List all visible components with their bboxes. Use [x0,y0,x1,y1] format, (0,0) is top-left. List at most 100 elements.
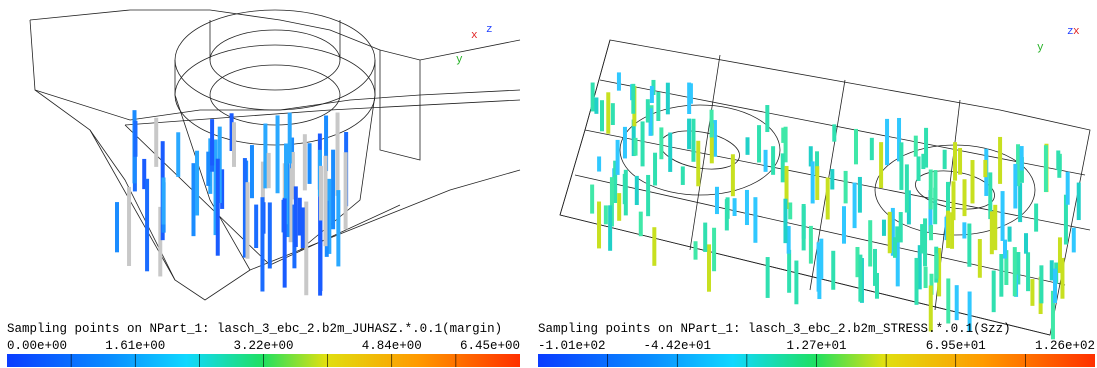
sample-column [817,268,821,299]
sample-column [250,145,254,198]
caption: Sampling points on NPart_1: lasch_3_ebc_… [538,322,1011,336]
sample-column [999,254,1003,297]
sample-column [232,122,236,167]
sample-column [288,113,292,164]
left-wireframe [30,10,520,300]
sample-column [191,163,195,236]
sample-column [681,166,685,185]
sample-column [809,226,813,264]
sample-column [689,83,693,103]
sample-column [943,150,947,169]
sample-column [303,134,307,190]
sample-column [781,128,785,143]
sample-column [830,169,834,189]
sample-column [1056,150,1060,170]
sample-column [597,202,601,249]
sample-column [955,285,959,320]
axis-triad-label: y [1037,42,1044,54]
sample-column [1030,279,1034,306]
sample-column [844,171,848,203]
sample-column [1060,258,1064,299]
sample-column [304,202,308,296]
sample-column [990,211,994,254]
sample-column [853,183,857,229]
sample-column [641,121,645,166]
sample-column [967,224,971,267]
sample-column [617,72,621,90]
sample-column [935,253,939,278]
sample-column [917,156,921,181]
sample-column [594,97,598,113]
sample-column [929,169,933,209]
sample-column [687,119,691,150]
colorbar-label: 1.26e+02 [1035,339,1095,353]
sample-column [712,228,716,271]
sample-column [1001,191,1005,241]
sample-column [920,224,924,253]
sample-column [915,258,919,305]
colorbar-label: 0.00e+00 [7,339,67,353]
sample-column [951,181,955,220]
sample-column [710,110,714,138]
axis-triad-label: x [471,30,478,42]
sample-column [914,136,918,157]
sample-column [946,211,950,248]
sample-column [283,198,287,287]
sample-column [646,175,650,216]
sample-column [802,204,806,250]
sample-column [757,125,761,162]
sample-column [308,143,312,184]
sample-column [707,244,711,291]
sample-column [254,205,258,248]
sample-column [858,177,862,213]
sample-column [696,141,700,186]
sample-column [606,92,610,133]
sample-column [1034,204,1038,232]
sample-column [781,153,785,182]
sample-column [246,182,250,259]
sample-column [694,241,698,259]
sample-column [652,227,656,266]
sample-column [1020,146,1024,170]
sample-column [611,103,615,125]
sample-column [826,178,830,220]
sample-column [653,153,657,186]
sample-column [331,150,335,230]
sample-column [276,115,280,193]
axis-triad-label: z [486,24,493,36]
sample-column [854,129,858,164]
sample-column [1044,145,1048,192]
sample-column [336,190,340,266]
colorbar-label: 6.95e+01 [926,339,986,353]
sample-column [832,124,836,141]
axis-triad-label: y [456,54,463,66]
colorbar-label: 6.45e+00 [460,339,520,353]
axis-triad-label: x [1073,26,1080,38]
sample-column [992,271,996,313]
sample-column [870,138,874,160]
sample-column [953,142,957,181]
sample-column [983,160,987,177]
sample-column [195,151,199,216]
sample-column [268,202,272,268]
sample-column [794,261,798,305]
colorbar-label: 4.84e+00 [362,339,422,353]
sample-column [294,186,298,247]
sample-column [604,205,608,224]
sample-column [600,100,604,131]
sample-column [176,132,180,177]
sample-column [1003,240,1007,259]
sample-column [1077,183,1081,220]
sample-column [726,197,730,219]
sample-column [998,137,1002,184]
sample-column [162,177,166,224]
sample-column [1008,227,1012,242]
sample-column [1018,183,1022,222]
colorbar-label: 1.27e+01 [786,339,846,353]
sample-column [344,152,348,229]
sample-column [733,198,737,216]
sample-column [946,278,950,323]
sample-column [888,212,892,253]
sample-column [1013,247,1017,296]
sample-column [260,197,264,291]
